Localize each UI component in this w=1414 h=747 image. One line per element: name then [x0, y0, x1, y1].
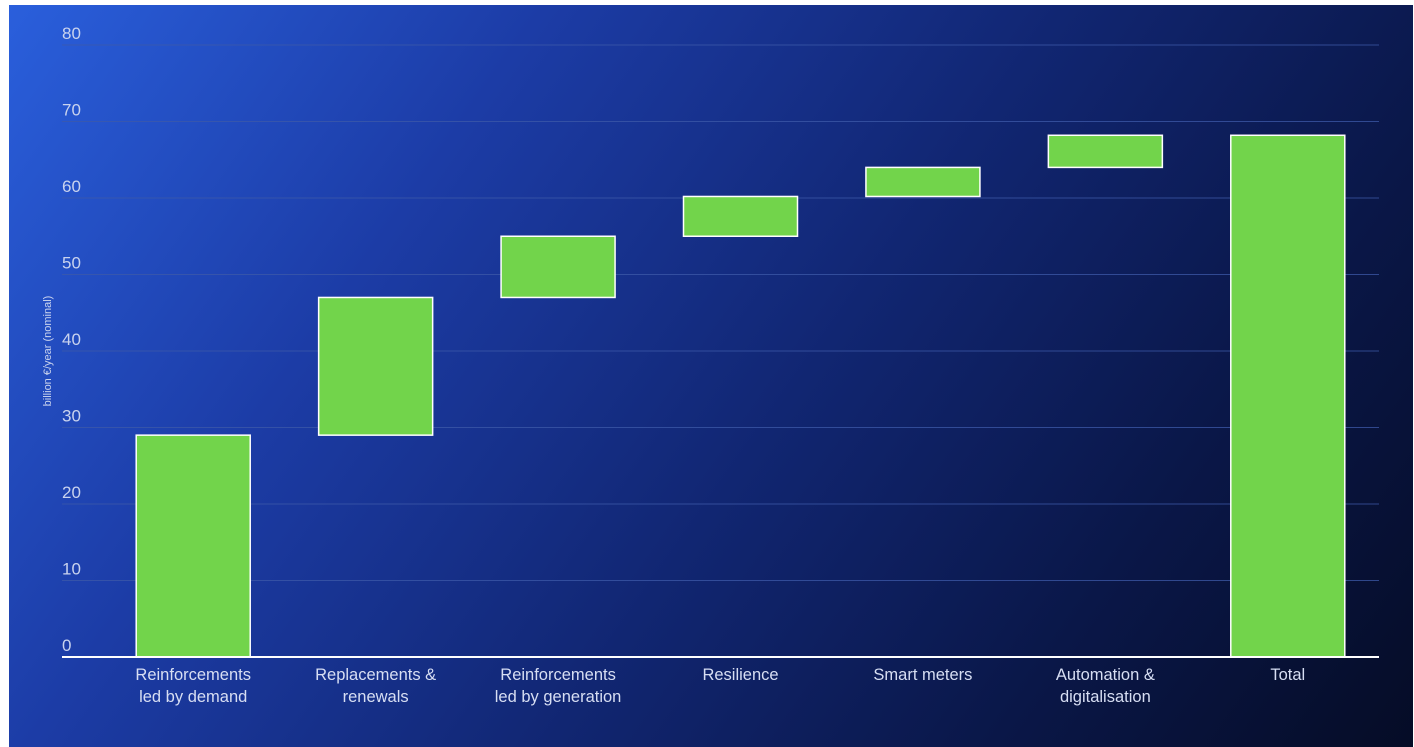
y-tick-label: 30 [62, 407, 81, 426]
y-tick-label: 70 [62, 101, 81, 120]
y-tick-label: 20 [62, 483, 81, 502]
x-tick-label: Resilience [702, 666, 778, 684]
bars [135, 134, 1346, 658]
y-tick-label: 80 [62, 24, 81, 43]
bar [682, 195, 799, 237]
y-tick-label: 0 [62, 636, 71, 655]
y-tick-label: 60 [62, 177, 81, 196]
y-axis-label: billion €/year (nominal) [42, 296, 54, 407]
y-tick-label: 50 [62, 254, 81, 273]
x-axis-ticks: Reinforcements led by demand Replacements … [135, 666, 1305, 706]
x-tick-label: Reinforcements led by demand [135, 666, 251, 706]
bar [1047, 134, 1164, 169]
gridlines [62, 44, 1379, 581]
bar [317, 296, 434, 436]
x-tick-label: Reinforcements led by generation [495, 666, 622, 706]
bar [135, 434, 251, 658]
y-axis-ticks: 0 10 20 30 40 50 60 70 80 [62, 24, 81, 655]
bar [1230, 134, 1346, 658]
x-tick-label: Automation & digitalisation [1056, 666, 1155, 706]
bar [865, 166, 981, 198]
x-tick-label: Smart meters [873, 666, 972, 684]
x-tick-label: Replacements & renewals [315, 666, 436, 706]
waterfall-chart: 0 10 20 30 40 50 60 70 80 billion €/year (nomina… [42, 24, 1379, 706]
bar [500, 235, 616, 299]
chart-panel: 0 10 20 30 40 50 60 70 80 billion €/year (nomina… [9, 5, 1413, 747]
y-tick-label: 10 [62, 560, 81, 579]
y-tick-label: 40 [62, 330, 81, 349]
x-tick-label: Total [1270, 666, 1305, 684]
